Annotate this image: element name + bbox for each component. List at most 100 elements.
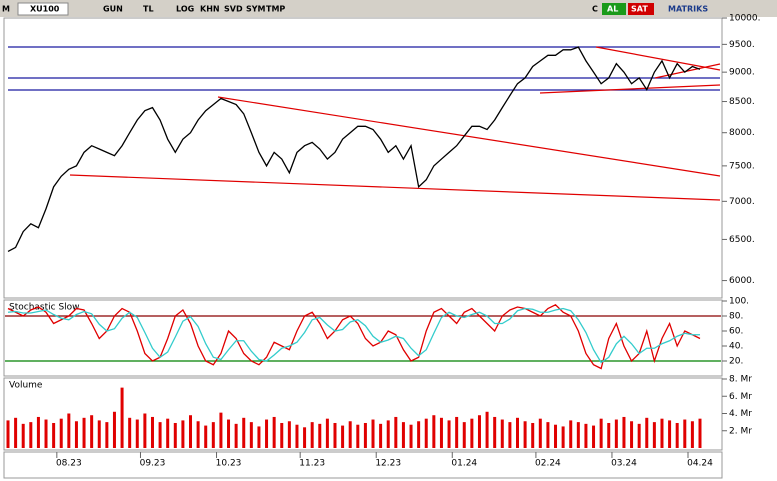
- volume-bar: [128, 417, 132, 448]
- symbol[interactable]: XU100: [30, 5, 60, 14]
- y-tick-label: 2. Mr: [729, 426, 752, 436]
- volume-bar: [150, 416, 154, 448]
- volume-bar: [14, 417, 18, 448]
- volume-bar: [363, 422, 367, 448]
- volume-bar: [523, 421, 527, 448]
- volume-bar: [219, 412, 223, 448]
- volume-bar: [341, 425, 345, 448]
- volume-bar: [52, 422, 56, 448]
- volume-bar: [660, 418, 664, 448]
- y-tick-label: 6500.: [729, 235, 755, 245]
- volume-bar: [554, 424, 558, 448]
- volume-bar: [538, 418, 542, 448]
- volume-bar: [189, 415, 193, 448]
- sell-box[interactable]: [628, 3, 654, 15]
- drawings: [8, 46, 721, 201]
- sell-button[interactable]: SAT: [631, 5, 648, 14]
- volume-bar: [303, 427, 307, 448]
- toolbar: [0, 0, 777, 17]
- volume-bar: [493, 416, 497, 448]
- period-button[interactable]: GUN: [103, 5, 123, 14]
- x-tick-label: 10.23: [216, 459, 242, 469]
- volume-bar: [59, 418, 63, 448]
- log-button[interactable]: LOG: [176, 5, 194, 14]
- data-line: [7, 303, 701, 370]
- buy-box[interactable]: [602, 3, 626, 15]
- y-tick-label: 20.: [729, 357, 743, 367]
- volume-bar: [675, 422, 679, 448]
- sym-button[interactable]: SYM: [246, 5, 266, 14]
- volume-bar: [249, 422, 253, 448]
- x-tick-label: 03.24: [611, 459, 637, 469]
- volume-bar: [158, 422, 162, 448]
- volume-bar: [295, 424, 299, 448]
- menu[interactable]: M: [2, 5, 10, 14]
- volume-bar: [6, 420, 10, 448]
- symbol-box[interactable]: [17, 2, 69, 16]
- volume-bar: [120, 387, 124, 448]
- buy-button[interactable]: AL: [607, 5, 618, 14]
- volume-bar: [135, 419, 139, 448]
- volume-bar: [630, 421, 634, 448]
- volume-bar: [44, 419, 48, 448]
- volume-bar: [386, 420, 390, 448]
- volume-bar: [204, 425, 208, 448]
- volume-bar: [227, 419, 231, 448]
- y-tick-label: 9000.: [729, 68, 755, 78]
- volume-bar: [401, 422, 405, 448]
- svd-button[interactable]: SVD: [224, 5, 243, 14]
- volume-bar: [614, 419, 618, 448]
- volume-bar: [424, 418, 428, 448]
- volume-bar: [477, 415, 481, 448]
- volume-bar: [409, 424, 413, 448]
- x-tick-label: 12.23: [375, 459, 401, 469]
- y-tick-label: 6000.: [729, 276, 755, 286]
- khn-button[interactable]: KHN: [200, 5, 220, 14]
- volume-bar: [455, 416, 459, 448]
- volume-bar: [379, 423, 383, 448]
- volume-bar: [348, 421, 352, 448]
- volume-bar: [265, 419, 269, 448]
- volume-bar: [97, 420, 101, 448]
- x-tick-label: 08.23: [56, 459, 82, 469]
- y-tick-label: 8. Mr: [729, 375, 752, 385]
- x-tick-label: 02.24: [535, 459, 561, 469]
- x-tick-label: 09.23: [140, 459, 166, 469]
- y-tick-label: 4. Mr: [729, 409, 752, 419]
- volume-bar: [29, 422, 33, 448]
- y-tick-label: 10000.: [729, 14, 761, 24]
- volume-bar: [166, 418, 170, 448]
- volume-bar: [143, 413, 147, 448]
- y-tick-label: 6. Mr: [729, 392, 752, 402]
- volume-bar: [447, 420, 451, 448]
- c-button[interactable]: C: [592, 5, 598, 14]
- volume-bar: [242, 417, 246, 448]
- currency-button[interactable]: TL: [143, 5, 154, 14]
- panel-title: Volume: [9, 381, 43, 391]
- volume-bar: [325, 418, 329, 448]
- volume-bar: [690, 421, 694, 448]
- volume-bar: [439, 417, 443, 448]
- y-tick-label: 40.: [729, 342, 743, 352]
- volume-bar: [432, 415, 436, 448]
- volume-bar: [569, 420, 573, 448]
- volume-bar: [234, 423, 238, 448]
- y-tick-label: 7500.: [729, 161, 755, 171]
- volume-bar: [584, 423, 588, 448]
- y-tick-label: 8000.: [729, 128, 755, 138]
- volume-bar: [561, 426, 565, 448]
- y-tick-label: 80.: [729, 312, 743, 322]
- volume-bar: [485, 411, 489, 448]
- volume-bar: [592, 425, 596, 448]
- volume-bar: [196, 421, 200, 448]
- volume-bar: [280, 422, 284, 448]
- volume-bar: [637, 423, 641, 448]
- volume-bar: [74, 421, 78, 448]
- volume-bar: [645, 417, 649, 448]
- volume-bar: [371, 419, 375, 448]
- y-tick-label: 100.: [729, 297, 749, 307]
- volume-bar: [546, 422, 550, 448]
- volume-bar: [607, 422, 611, 448]
- tmp-button[interactable]: TMP: [266, 5, 285, 14]
